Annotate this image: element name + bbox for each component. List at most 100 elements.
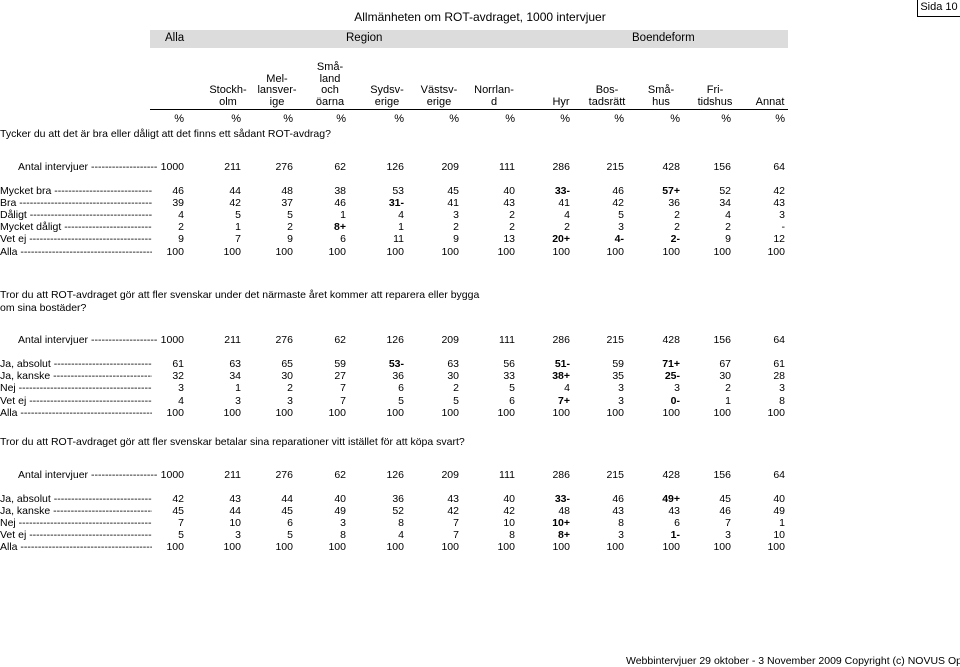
table-cell: 100: [166, 245, 184, 258]
table-cell: 9: [725, 233, 731, 246]
header-band: [150, 30, 788, 48]
sample-size-value: 428: [662, 468, 680, 481]
table-cell: 1: [235, 221, 241, 234]
table-cell: 4: [725, 208, 731, 221]
table-cell: 7+: [558, 394, 570, 407]
table-cell: 42: [612, 196, 624, 209]
table-cell: 3: [235, 394, 241, 407]
percent-sign: %: [174, 113, 184, 125]
table-cell: 8: [618, 516, 624, 529]
table-cell: 100: [713, 245, 731, 258]
percent-sign: %: [449, 113, 459, 125]
question-text: Tycker du att det är bra eller dåligt at…: [0, 128, 331, 140]
table-cell: 100: [275, 245, 293, 258]
table-cell: 45: [447, 184, 459, 197]
table-cell: 41: [447, 196, 459, 209]
table-cell: 3: [618, 394, 624, 407]
column-header: Sydsv- erige: [370, 84, 404, 108]
table-cell: 4: [178, 208, 184, 221]
table-cell: 30: [447, 370, 459, 383]
table-cell: 43: [612, 504, 624, 517]
sample-size-value: 211: [224, 160, 241, 173]
table-cell: 6: [509, 394, 515, 407]
table-cell: 3: [618, 382, 624, 395]
table-cell: 3: [178, 382, 184, 395]
table-cell: 100: [441, 406, 459, 419]
table-cell: 5: [287, 208, 293, 221]
table-cell: 9: [453, 233, 459, 246]
table-cell: 63: [229, 358, 241, 370]
table-cell: 6: [674, 516, 680, 529]
table-cell: 4: [398, 208, 404, 221]
table-cell: 100: [606, 245, 624, 258]
table-cell: 43: [229, 492, 241, 505]
table-cell: 2: [674, 221, 680, 234]
table-cell: 100: [662, 245, 680, 258]
table-cell: 2: [564, 221, 570, 234]
table-row-label: Mycket dåligt --------------------------: [0, 221, 152, 234]
table-cell: 12: [773, 233, 785, 246]
table-cell: 4: [564, 382, 570, 395]
table-cell: 1: [779, 516, 785, 529]
sample-size-label: Antal intervjuer -------------------: [18, 334, 158, 346]
table-cell: 100: [223, 406, 241, 419]
table-cell: 43: [668, 504, 680, 517]
percent-sign: %: [505, 113, 515, 125]
sample-size-value: 64: [773, 468, 785, 481]
table-cell: 5: [287, 529, 293, 542]
sample-size-value: 215: [606, 160, 624, 173]
sample-size-value: 156: [713, 334, 731, 346]
table-cell: 2: [674, 208, 680, 221]
table-cell: 34: [719, 196, 731, 209]
sample-size-value: 215: [606, 334, 624, 346]
table-cell: 4-: [614, 233, 624, 246]
table-cell: 44: [229, 184, 241, 197]
table-cell: 33-: [554, 492, 570, 505]
table-cell: 100: [497, 245, 515, 258]
table-cell: 52: [719, 184, 731, 197]
table-cell: 33-: [554, 184, 570, 197]
table-cell: 59: [612, 358, 624, 370]
table-cell: 3: [618, 529, 624, 542]
percent-sign: %: [560, 113, 570, 125]
column-header: Bos- tadsrätt: [588, 84, 626, 108]
table-cell: 2: [287, 382, 293, 395]
table-cell: 63: [447, 358, 459, 370]
sample-size-value: 1000: [160, 334, 184, 346]
table-cell: 8: [398, 516, 404, 529]
table-cell: 20+: [552, 233, 570, 246]
percent-sign: %: [336, 113, 346, 125]
page-number-label: Sida 10: [917, 0, 960, 17]
table-cell: 2: [287, 221, 293, 234]
table-cell: 100: [275, 406, 293, 419]
sample-size-value: 1000: [160, 160, 184, 173]
table-cell: 4: [398, 529, 404, 542]
sample-size-value: 215: [606, 468, 624, 481]
table-cell: 5: [178, 529, 184, 542]
sample-size-value: 209: [441, 468, 459, 481]
table-cell: 46: [719, 504, 731, 517]
table-cell: 100: [767, 541, 785, 554]
table-cell: 8: [340, 529, 346, 542]
table-cell: 100: [552, 541, 570, 554]
table-cell: 10: [229, 516, 241, 529]
sample-size-value: 276: [275, 160, 293, 173]
sample-size-value: 211: [224, 468, 241, 481]
table-cell: 53: [392, 184, 404, 197]
table-cell: 40: [503, 184, 515, 197]
column-header: Små- land och öarna: [315, 61, 345, 108]
table-cell: 100: [328, 541, 346, 554]
sample-size-value: 156: [713, 160, 731, 173]
sample-size-value: 209: [441, 160, 459, 173]
table-cell: 2: [453, 221, 459, 234]
table-cell: 7: [340, 394, 346, 407]
column-header: Västsv- erige: [420, 84, 458, 108]
sample-size-value: 428: [662, 160, 680, 173]
table-cell: 53-: [388, 358, 404, 370]
table-cell: 2: [725, 221, 731, 234]
table-cell: 7: [178, 516, 184, 529]
table-cell: 4: [178, 394, 184, 407]
percent-sign: %: [775, 113, 785, 125]
table-cell: 1-: [670, 529, 680, 542]
table-cell: 100: [386, 541, 404, 554]
